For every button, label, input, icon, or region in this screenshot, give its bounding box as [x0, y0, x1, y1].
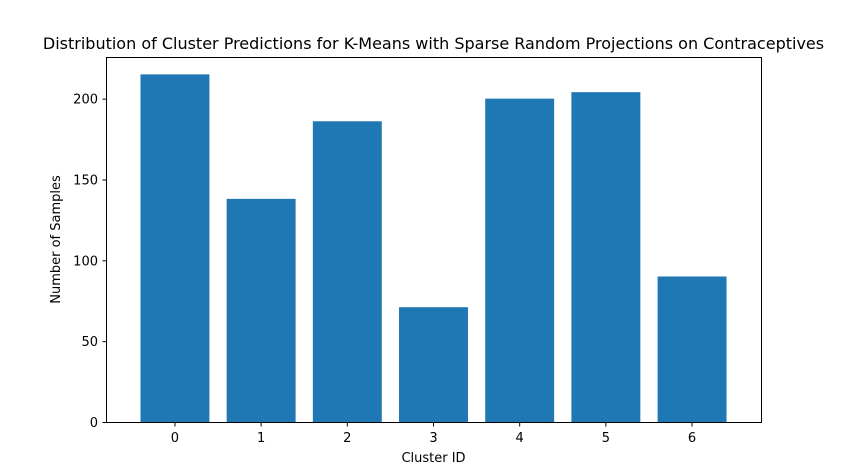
- x-tick-label: 2: [343, 431, 351, 446]
- x-axis: 0 1 2 3 4 5 6: [171, 422, 696, 446]
- y-tick-label: 150: [73, 173, 98, 188]
- x-tick-label: 0: [171, 431, 179, 446]
- y-tick-label: 50: [81, 335, 98, 350]
- bar-cluster-3: [399, 307, 468, 422]
- bar-cluster-2: [312, 121, 382, 422]
- y-tick-label: 200: [73, 93, 98, 108]
- bars: [140, 74, 727, 423]
- x-tick-label: 6: [688, 431, 696, 446]
- bar-cluster-4: [485, 98, 555, 422]
- x-tick-label: 5: [602, 431, 610, 446]
- y-axis-title: Number of Samples: [49, 175, 64, 304]
- chart-title: Distribution of Cluster Predictions for …: [43, 34, 824, 53]
- x-axis-title: Cluster ID: [401, 451, 465, 466]
- x-tick-label: 3: [429, 431, 437, 446]
- bar-cluster-5: [571, 92, 641, 423]
- y-tick-label: 100: [73, 254, 98, 269]
- bar-cluster-0: [140, 74, 210, 422]
- y-tick-label: 0: [90, 416, 98, 431]
- y-axis: 0 50 100 150 200: [73, 93, 107, 431]
- bar-cluster-6: [657, 276, 727, 422]
- x-tick-label: 4: [516, 431, 524, 446]
- bar-cluster-1: [226, 198, 296, 422]
- x-tick-label: 1: [257, 431, 265, 446]
